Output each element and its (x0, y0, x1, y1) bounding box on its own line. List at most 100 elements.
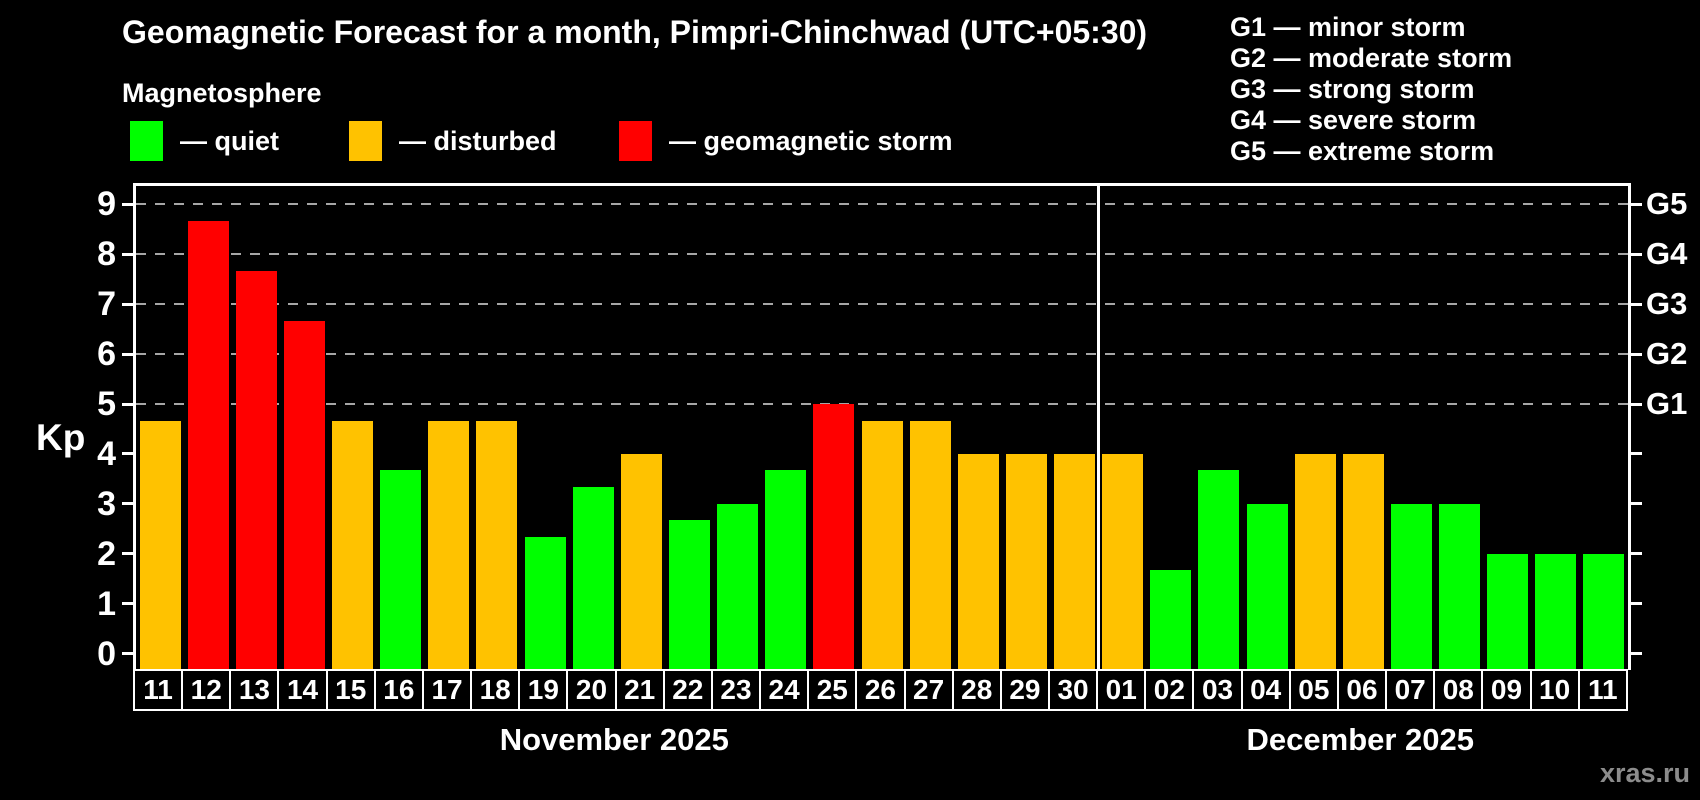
y-axis-label: 8 (97, 235, 116, 274)
y-axis-tick (1631, 552, 1642, 556)
kp-bar (909, 420, 951, 670)
chart-title: Geomagnetic Forecast for a month, Pimpri… (122, 14, 1148, 50)
y-axis-tick (122, 202, 133, 206)
day-label: 10 (1529, 669, 1578, 711)
y-axis-tick (1631, 352, 1642, 356)
day-label: 20 (566, 669, 615, 711)
kp-bar (620, 453, 662, 670)
kp-bar (1535, 553, 1577, 670)
g-scale-legend-line: G4 — severe storm (1230, 105, 1477, 135)
day-label: 26 (855, 669, 904, 711)
kp-axis-title: Kp (36, 416, 86, 458)
day-label: 04 (1240, 669, 1289, 711)
day-label: 24 (759, 669, 808, 711)
month-label-december: December 2025 (1246, 722, 1475, 757)
plot-area: Kp G1 G2 G3 G4 G5 0 1 2 3 4 5 6 7 8 9 (36, 183, 1687, 673)
kp-bar (1102, 453, 1144, 670)
storm-swatch (619, 121, 652, 161)
day-label: 09 (1481, 669, 1530, 711)
month-label-november: November 2025 (499, 722, 729, 757)
y-axis-label: 9 (97, 185, 116, 224)
kp-bar (1342, 453, 1384, 670)
y-axis-tick (1631, 652, 1642, 656)
g-scale-legend: G1 — minor storm G2 — moderate storm G3 … (1230, 12, 1512, 167)
day-label: 06 (1336, 669, 1386, 711)
quiet-swatch (130, 121, 163, 161)
g-level-label: G3 (1646, 286, 1688, 322)
y-axis-label: 2 (97, 534, 116, 573)
legend-item-quiet: — quiet (130, 120, 279, 162)
kp-bar (235, 270, 277, 670)
kp-bar (332, 420, 374, 670)
gridline (136, 253, 1628, 256)
day-label: 21 (614, 669, 663, 711)
kp-bar (1294, 453, 1336, 670)
day-label: 17 (421, 669, 471, 711)
kp-bar (1198, 470, 1240, 670)
y-axis-label: 0 (97, 634, 116, 673)
month-divider (1097, 186, 1101, 670)
day-label: 22 (662, 669, 711, 711)
day-label: 13 (229, 669, 278, 711)
kp-bar (1246, 503, 1288, 670)
kp-bar (668, 520, 710, 670)
day-label: 16 (373, 669, 422, 711)
kp-bar (572, 487, 614, 670)
gridline (136, 403, 1628, 406)
y-axis-label: 5 (97, 385, 116, 424)
day-label: 03 (1192, 669, 1241, 711)
y-axis-tick (1631, 252, 1642, 256)
kp-bar (1150, 570, 1192, 670)
g-scale-legend-line: G5 — extreme storm (1230, 136, 1495, 166)
gridline (136, 353, 1628, 356)
day-label: 29 (999, 669, 1048, 711)
legend-label-storm: — geomagnetic storm (669, 125, 953, 156)
kp-bar (1054, 453, 1096, 670)
month-labels: November 2025 December 2025 (133, 722, 1625, 762)
y-axis-tick (122, 252, 133, 256)
kp-bar (813, 404, 855, 670)
day-label: 25 (807, 669, 856, 711)
y-axis-tick (1631, 302, 1642, 306)
y-axis-tick (1631, 202, 1642, 206)
kp-bar (476, 420, 518, 670)
kp-bar (139, 420, 181, 670)
day-label: 15 (325, 669, 374, 711)
g-level-label: G1 (1646, 386, 1688, 422)
y-axis-tick (122, 352, 133, 356)
day-label: 02 (1144, 669, 1193, 711)
kp-bar (283, 320, 325, 670)
day-label: 14 (277, 669, 326, 711)
day-label: 11 (1577, 669, 1628, 711)
day-label: 18 (470, 669, 519, 711)
y-axis-tick (122, 502, 133, 506)
y-axis-tick (122, 652, 133, 656)
y-axis-label: 1 (97, 584, 116, 623)
watermark: xras.ru (1599, 758, 1690, 788)
kp-bar (428, 420, 470, 670)
kp-bar (957, 453, 999, 670)
legend-item-storm: — geomagnetic storm (619, 120, 953, 162)
kp-bar (1487, 553, 1529, 670)
kp-bar (380, 470, 422, 670)
kp-bar (717, 503, 759, 670)
disturbed-swatch (349, 121, 382, 161)
y-axis-tick (122, 302, 133, 306)
y-axis-tick (1631, 602, 1642, 606)
y-axis-tick (122, 602, 133, 606)
day-label: 08 (1433, 669, 1482, 711)
g-level-label: G5 (1646, 186, 1688, 222)
y-axis-tick (122, 452, 133, 456)
kp-bar (187, 220, 229, 670)
y-axis-tick (1631, 452, 1642, 456)
gridline (136, 203, 1628, 206)
kp-bar (1390, 503, 1432, 670)
g-scale-legend-line: G1 — minor storm (1230, 12, 1466, 42)
day-label: 27 (903, 669, 952, 711)
y-axis-label: 4 (97, 434, 116, 473)
kp-bar (1005, 453, 1047, 670)
magnetosphere-label: Magnetosphere (122, 78, 322, 108)
day-axis: 11 12 13 14 15 16 17 18 19 20 21 22 23 24 25 26 27 28 29 30… (133, 669, 1628, 711)
y-axis-tick (122, 552, 133, 556)
